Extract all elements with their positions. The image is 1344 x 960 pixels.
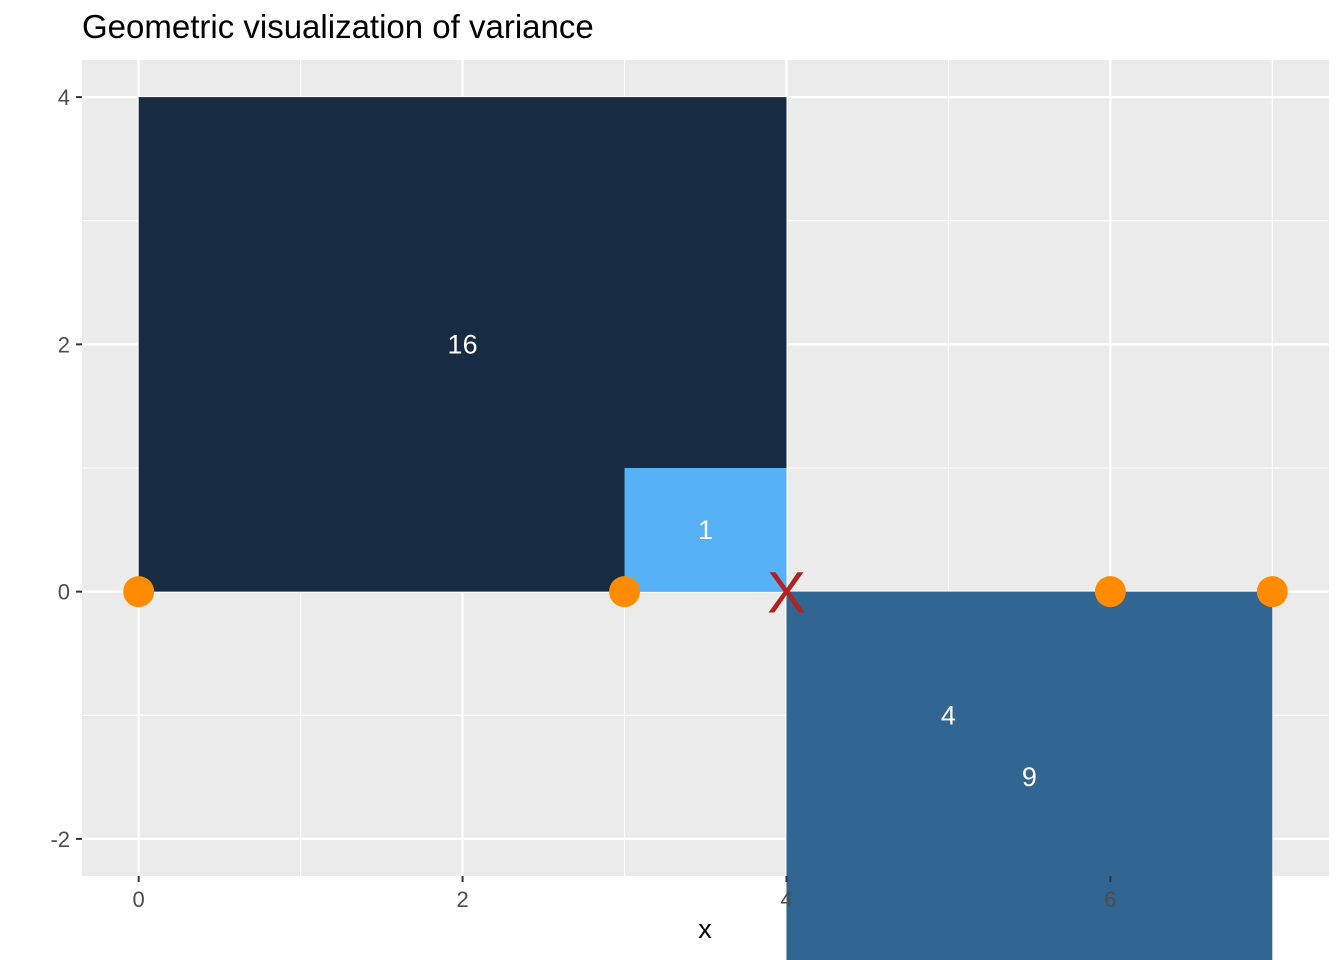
y-axis-ticks: -2 0 2 4 — [50, 85, 82, 852]
x-axis-ticks: 0 2 4 6 — [133, 876, 1116, 912]
squares-layer — [138, 97, 1273, 960]
data-point — [609, 576, 641, 608]
square-area-label: 1 — [698, 515, 713, 545]
x-tick-label: 2 — [456, 887, 468, 912]
data-point — [1256, 576, 1288, 608]
variance-square — [786, 591, 1273, 960]
square-area-label: 4 — [941, 700, 956, 730]
y-tick-label: -2 — [50, 827, 70, 852]
x-tick-label: 6 — [1104, 887, 1116, 912]
y-tick-label: 2 — [58, 332, 70, 357]
chart-title: Geometric visualization of variance — [82, 8, 594, 45]
variance-square — [624, 468, 787, 592]
points-layer — [123, 576, 1288, 608]
x-axis-title: x — [698, 914, 712, 944]
x-tick-label: 0 — [133, 887, 145, 912]
y-tick-label: 4 — [58, 85, 70, 110]
data-point — [1094, 576, 1126, 608]
mean-marker: X — [767, 561, 806, 626]
square-area-label: 16 — [448, 329, 478, 359]
square-labels-layer: 16 1 4 9 — [448, 329, 1037, 792]
data-point — [123, 576, 155, 608]
square-area-label: 9 — [1022, 762, 1037, 792]
y-tick-label: 0 — [58, 580, 70, 605]
x-tick-label: 4 — [780, 887, 792, 912]
